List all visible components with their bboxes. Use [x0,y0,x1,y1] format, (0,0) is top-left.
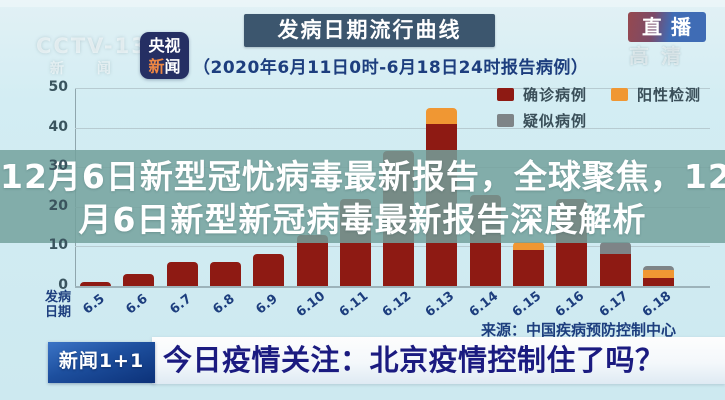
legend-swatch [497,114,514,127]
news-1plus1-logo: 新闻1+1 [48,342,155,383]
x-tick-label: 6.11 [336,288,372,321]
data-source-credit: 来源：中国疾病预防控制中心 [480,321,676,339]
live-badge: 直播 [628,12,706,42]
cctv-logo-text: CCTV-13 [36,34,148,58]
legend-row: 疑似病例 [497,110,701,131]
app-logo-line1: 央视 [148,36,181,55]
bar-segment-确诊病例 [642,278,674,286]
bar-6.17 [599,242,631,286]
x-tick-label: 6.7 [166,291,195,318]
x-axis-caption: 发病 日期 [45,290,72,320]
bar-6.15 [513,242,544,286]
cctv13-channel-watermark: CCTV-13 新 闻 [36,36,148,79]
app-logo-line2: 新闻 [148,57,181,76]
legend-item-确诊病例: 确诊病例 [497,84,587,105]
bar-6.10 [296,234,328,286]
bar-6.9 [253,254,285,286]
y-tick-label: 50 [48,79,68,95]
headline-overlay: 12月6日新型冠忧病毒最新报告，全球聚焦，12 月6日新型新冠病毒最新报告深度解… [0,150,725,243]
bar-segment-确诊病例 [209,262,241,286]
headline-line1: 12月6日新型冠忧病毒最新报告，全球聚焦，12 [0,157,725,196]
gridline-0 [75,286,710,288]
hd-watermark: 高清 [629,44,693,68]
y-tick-label: 20 [48,197,68,214]
bar-segment-确诊病例 [253,254,285,286]
cctv-news-app-logo: 央视 新闻 [140,32,189,79]
cctv-logo-subtext: 新 闻 [50,61,125,77]
chart-subtitle: （2020年6月11日0时-6月18日24时报告病例） [193,58,589,78]
x-tick-label: 6.10 [293,288,328,321]
legend-item-疑似病例: 疑似病例 [497,110,587,131]
bar-6.7 [166,262,198,286]
legend-swatch [611,88,629,101]
gridline-40 [75,127,710,129]
bar-segment-阳性检测 [642,270,674,279]
legend-item-阳性检测: 阳性检测 [611,84,701,105]
bar-6.18 [642,266,674,286]
x-tick-label: 6.9 [253,291,281,318]
y-tick-label: 0 [58,277,68,293]
legend-label: 阳性检测 [637,86,702,104]
legend-label: 疑似病例 [523,112,588,130]
bar-segment-确诊病例 [80,282,111,286]
legend-swatch [497,88,514,101]
bar-segment-确诊病例 [123,274,155,286]
top-strip [0,0,725,7]
bar-segment-确诊病例 [166,262,198,286]
bar-segment-阳性检测 [426,107,458,124]
x-tick-label: 6.13 [423,288,458,321]
chart-legend: 确诊病例 阳性检测 疑似病例 [497,84,701,136]
bar-6.5 [80,282,111,286]
bar-6.8 [209,262,241,286]
ticker-headline: 今日疫情关注：北京疫情控制住了吗？ [163,343,665,377]
x-tick-label: 6.12 [379,288,415,321]
x-tick-label: 6.5 [80,291,108,318]
y-tick-label: 40 [48,118,68,135]
legend-row: 确诊病例 阳性检测 [497,84,701,105]
bar-segment-阳性检测 [513,242,544,251]
legend-label: 确诊病例 [523,86,588,104]
x-tick-label: 6.6 [123,291,151,318]
bar-segment-确诊病例 [296,234,328,286]
bar-6.6 [123,274,155,286]
y-tick-label: 10 [48,237,68,254]
headline-line2: 月6日新型新冠病毒最新报告深度解析 [78,200,647,239]
bar-segment-确诊病例 [513,250,544,286]
x-tick-label: 6.8 [210,291,238,318]
chart-title: 发病日期流行曲线 [244,14,495,47]
bar-segment-疑似病例 [642,266,674,271]
y-tick-label: 30 [48,158,68,175]
gridline-50 [75,88,710,89]
bar-segment-确诊病例 [599,254,631,286]
bar-segment-疑似病例 [599,242,631,255]
news-ticker-banner [152,337,725,384]
